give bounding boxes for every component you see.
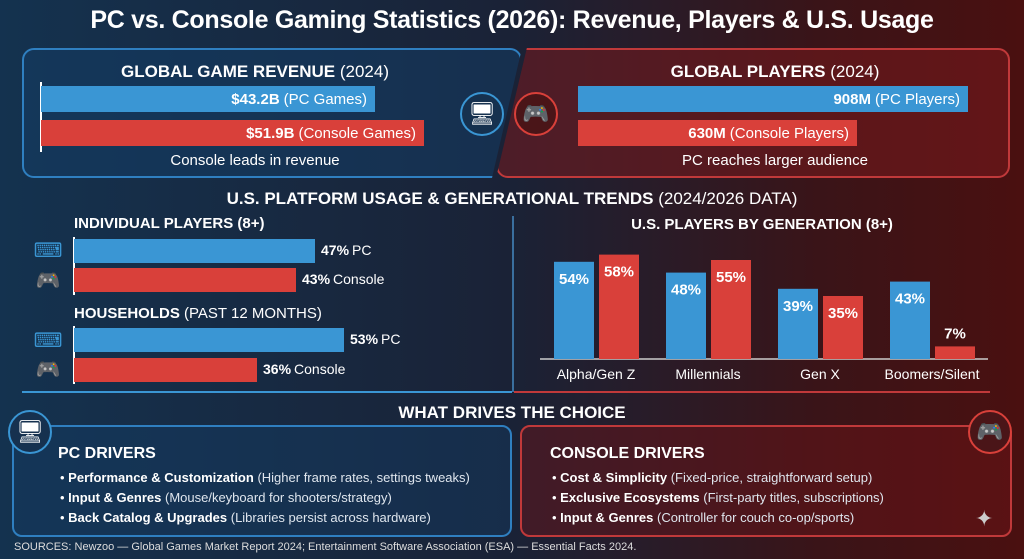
bar-pc [554,261,594,359]
console-gamepad-icon: 🎮 [514,92,558,136]
households-pc-label: 53% PC [350,331,401,347]
revenue-heading: GLOBAL GAME REVENUE (2024) [121,62,389,81]
revenue-console-bar: $51.9B (Console Games) [41,120,424,146]
households-console-label: 36% Console [263,361,346,377]
revenue-pc-bar: $43.2B (PC Games) [41,86,375,112]
category-label: Gen X [800,366,840,382]
category-label: Boomers/Silent [885,366,980,382]
revenue-axis [40,82,42,152]
data-label: 7% [944,325,966,342]
pc-drivers-box: PC DRIVERS Performance & Customization (… [12,425,512,537]
data-label: 39% [783,298,813,315]
data-label: 43% [895,291,925,308]
individual-pc-label: 47% PC [321,242,372,258]
section-divider [512,216,514,392]
right-underline [514,391,990,393]
households-console-bar [74,358,257,382]
players-console-bar: 630M (Console Players) [578,120,857,146]
us-section-heading: U.S. PLATFORM USAGE & GENERATIONAL TREND… [226,189,798,208]
bar-pc [778,288,818,359]
players-heading: GLOBAL PLAYERS (2024) [670,62,880,81]
bar-pc [666,272,706,359]
drivers-heading: WHAT DRIVES THE CHOICE [398,403,626,422]
page-title: PC vs. Console Gaming Statistics (2026):… [90,6,934,34]
individual-console-label: 43% Console [302,271,385,287]
console-driver-item: Input & Genres (Controller for couch co-… [552,508,1010,528]
individual-heading: INDIVIDUAL PLAYERS (8+) [74,215,265,232]
left-underline [22,391,512,393]
category-label: Alpha/Gen Z [557,366,636,382]
generation-chart-title: U.S. PLAYERS BY GENERATION (8+) [631,216,893,233]
console-driver-item: Cost & Simplicity (Fixed-price, straight… [552,468,1010,488]
pc-driver-item: Input & Genres (Mouse/keyboard for shoot… [60,488,510,508]
category-label: Millennials [675,366,740,382]
players-caption: PC reaches larger audience [682,152,868,169]
desktop-pc-icon: 🖥 [460,92,504,136]
bar-console [935,346,975,359]
gamepad-icon: 🎮 [35,270,61,292]
console-driver-item: Exclusive Ecosystems (First-party titles… [552,488,1010,508]
households-heading: HOUSEHOLDS (PAST 12 MONTHS) [74,305,322,322]
households-pc-bar [74,328,344,352]
generation-chart: 54% 58% Alpha/Gen Z 48% 55% Millennials 39% 35%… [540,254,988,382]
individual-axis [73,237,75,295]
households-axis [73,326,75,384]
individual-console-bar [74,268,296,292]
console-drivers-title: CONSOLE DRIVERS [550,445,705,462]
data-label: 54% [559,271,589,288]
bar-console [711,260,751,359]
sparkle-icon: ✦ [975,506,994,531]
console-drivers-box: CONSOLE DRIVERS Cost & Simplicity (Fixed… [520,425,1012,537]
revenue-caption: Console leads in revenue [170,152,340,169]
pc-driver-item: Performance & Customization (Higher fram… [60,468,510,488]
individual-pc-bar [74,239,315,263]
data-label: 58% [604,264,634,281]
keyboard-mouse-icon: ⌨ [33,240,63,262]
data-label: 48% [671,282,701,299]
bar-console [599,254,639,359]
players-panel [496,48,1010,178]
pc-driver-item: Back Catalog & Upgrades (Libraries persi… [60,508,510,528]
bar-pc [890,281,930,359]
desktop-pc-icon: 🖥 [8,410,52,454]
revenue-panel [22,48,522,178]
console-icon: 🎮 [968,410,1012,454]
sources-note: SOURCES: Newzoo — Global Games Market Re… [14,541,637,553]
keyboard-mouse-icon: ⌨ [33,330,63,352]
data-label: 55% [716,269,746,286]
data-label: 35% [828,305,858,322]
bar-console [823,296,863,359]
gamepad-icon: 🎮 [35,359,61,381]
players-pc-bar: 908M (PC Players) [578,86,968,112]
pc-drivers-title: PC DRIVERS [58,445,156,462]
